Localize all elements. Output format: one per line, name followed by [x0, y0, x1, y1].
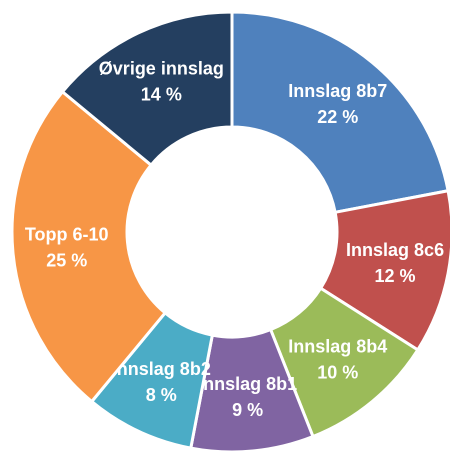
segment-label: Topp 6-10: [25, 224, 109, 244]
donut-segment: [230, 10, 450, 214]
donut-segment: [60, 10, 234, 167]
value-label: 22 %: [317, 107, 358, 127]
value-label: 25 %: [46, 250, 87, 270]
value-label: 14 %: [141, 85, 182, 105]
segment-label: Innslag 8b2: [112, 359, 211, 379]
value-label: 12 %: [375, 266, 416, 286]
segment-label: Øvrige innslag: [99, 59, 224, 79]
segment-label: Innslag 8b7: [288, 81, 387, 101]
value-label: 8 %: [146, 385, 177, 405]
value-label: 10 %: [317, 363, 358, 383]
donut-segment: [10, 90, 167, 404]
segment-label: Innslag 8c6: [346, 240, 444, 260]
segment-label: Innslag 8b4: [288, 337, 387, 357]
segment-label: Innslag 8b1: [198, 374, 297, 394]
value-label: 9 %: [232, 400, 263, 420]
